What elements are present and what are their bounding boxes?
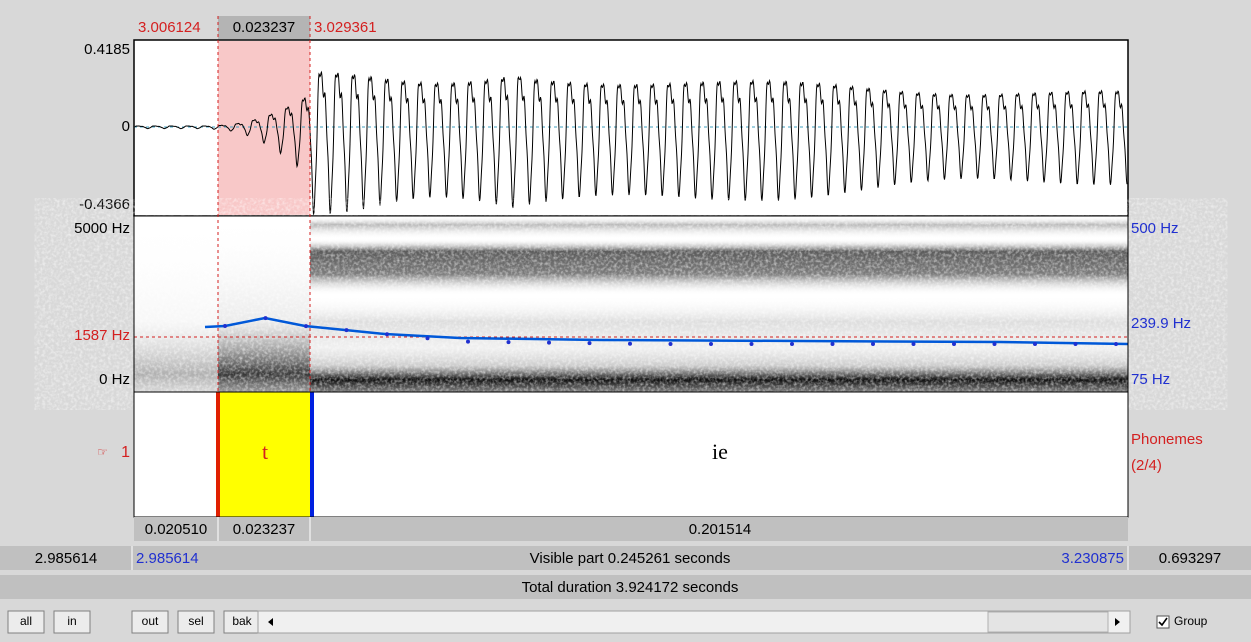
pitch-point <box>749 342 754 346</box>
pitch-point <box>1073 342 1078 346</box>
pitch-bottom: 75 Hz <box>1131 371 1170 388</box>
wave-max: 0.4185 <box>84 41 130 58</box>
button-label[interactable]: in <box>67 614 76 628</box>
pitch-point <box>385 332 389 337</box>
button[interactable] <box>131 610 169 634</box>
pitch-point <box>992 342 997 346</box>
visible-row <box>0 546 1251 570</box>
pitch-point <box>668 342 673 346</box>
pitch-point <box>466 339 470 344</box>
pitch-point <box>790 342 794 346</box>
pitch-top: 500 Hz <box>1131 220 1179 237</box>
scroll-thumb[interactable] <box>987 611 1109 633</box>
button-label[interactable]: sel <box>188 614 203 628</box>
pitch-point <box>1033 342 1037 346</box>
button[interactable] <box>7 610 45 634</box>
visible-end: 3.230875 <box>1061 550 1124 567</box>
total-duration[interactable]: Total duration 3.924172 seconds <box>522 579 739 596</box>
pitch-points <box>223 316 1118 346</box>
selection-box <box>218 16 310 39</box>
visible-part[interactable]: Visible part 0.245261 seconds <box>530 550 731 567</box>
pitch-point <box>425 336 430 341</box>
pitch-point <box>506 340 511 345</box>
interval-text: t <box>262 439 268 464</box>
spec-cursor: 1587 Hz <box>74 327 130 344</box>
duration-row <box>134 517 1128 541</box>
button-label[interactable]: out <box>142 614 159 628</box>
pitch-point <box>871 342 875 346</box>
selection-end: 3.029361 <box>314 19 377 36</box>
tier-pointer-icon: ☞ <box>97 445 108 459</box>
left-hidden[interactable]: 2.985614 <box>35 550 98 567</box>
button[interactable] <box>53 610 91 634</box>
spectrogram-grain <box>134 216 1128 392</box>
total-row <box>0 575 1251 599</box>
spec-top: 5000 Hz <box>74 220 130 237</box>
scrollbar[interactable] <box>257 610 1131 634</box>
button-bar: all in out sel bak <box>7 610 261 634</box>
selection-duration: 0.023237 <box>233 19 296 36</box>
pitch-value: 239.9 Hz <box>1131 315 1191 332</box>
selection-start: 3.006124 <box>138 19 201 36</box>
group-label[interactable]: Group <box>1174 614 1208 628</box>
interval-duration[interactable]: 0.201514 <box>689 521 752 538</box>
pitch-point <box>830 342 835 346</box>
group-checkbox[interactable] <box>1156 615 1170 629</box>
selected-interval[interactable] <box>218 392 312 517</box>
wave-zero: 0 <box>122 118 130 135</box>
selection-shade <box>218 41 310 215</box>
pitch-point <box>263 316 268 321</box>
waveform <box>134 70 1128 215</box>
pitch-point <box>709 342 713 346</box>
tier-number: 1 <box>121 444 130 461</box>
pitch-point <box>1114 342 1118 346</box>
wave-min: -0.4366 <box>79 196 130 213</box>
pitch-point <box>628 341 632 346</box>
interval-text: ie <box>712 439 728 464</box>
tier-count: (2/4) <box>1131 457 1162 474</box>
spec-bottom: 0 Hz <box>99 371 130 388</box>
button-label[interactable]: all <box>20 614 32 628</box>
visible-start: 2.985614 <box>136 550 199 567</box>
scroll-left[interactable] <box>268 618 273 626</box>
interval-duration[interactable]: 0.023237 <box>233 521 296 538</box>
check-mark <box>1158 617 1168 627</box>
button-label[interactable]: bak <box>232 614 252 628</box>
tier-name: Phonemes <box>1131 431 1203 448</box>
right-hidden[interactable]: 0.693297 <box>1159 550 1222 567</box>
pitch-point <box>587 341 592 346</box>
pitch-point <box>304 324 308 329</box>
interval-duration[interactable]: 0.020510 <box>145 521 208 538</box>
pitch-contour <box>204 316 1129 346</box>
pitch-point <box>547 340 551 345</box>
pitch-point <box>952 342 956 346</box>
pitch-point <box>223 324 227 328</box>
scroll-right[interactable] <box>1115 618 1120 626</box>
button[interactable] <box>177 610 215 634</box>
pitch-point <box>911 342 916 346</box>
pitch-point <box>344 328 349 333</box>
